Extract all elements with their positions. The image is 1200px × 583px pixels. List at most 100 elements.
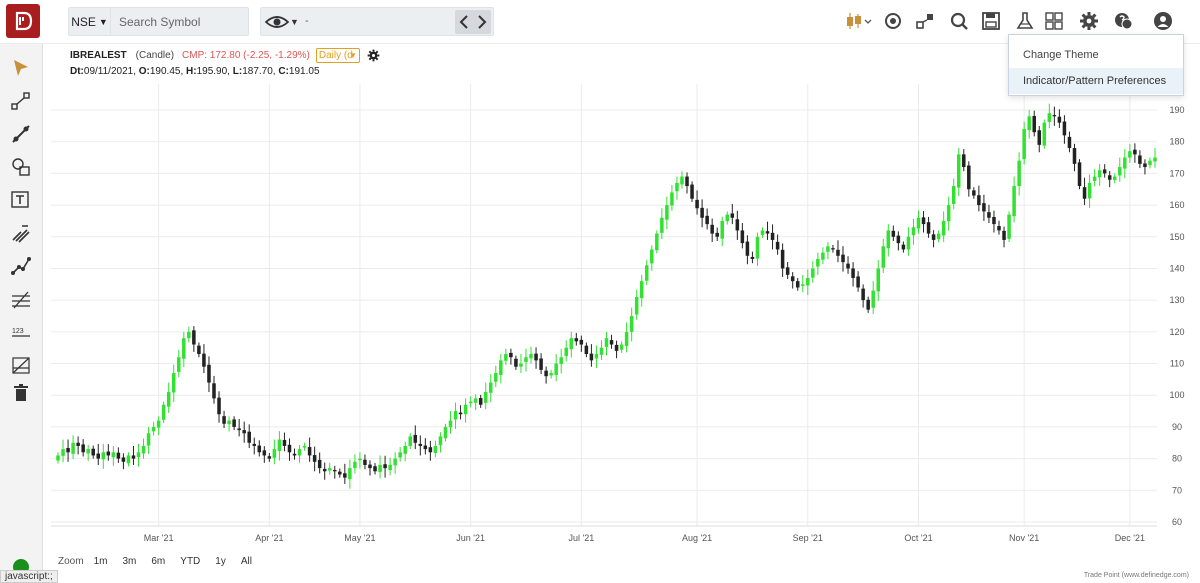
y-tick-label: 110	[1170, 359, 1184, 369]
candle-body	[519, 363, 523, 367]
candle-body	[941, 220, 946, 236]
zoom-3m-button[interactable]: 3m	[122, 556, 137, 567]
candle-body	[871, 290, 875, 308]
trendline-tool[interactable]	[9, 122, 33, 146]
cmp-label: CMP: 172.80 (-2.25, -1.29%)	[182, 49, 310, 61]
candle-body	[433, 445, 438, 454]
drawing-button[interactable]	[912, 8, 938, 34]
candle-body	[489, 382, 493, 393]
price-chart[interactable]: 60 70 80 90 100 110 120 130 140 150 160 170 180 190 Ma…	[43, 44, 1200, 583]
candle-body	[836, 249, 840, 256]
candle-body	[619, 344, 624, 350]
candle-body	[136, 452, 141, 458]
candle-body	[851, 268, 855, 278]
interval-select[interactable]: Daily (d ▼	[315, 47, 360, 63]
zoom-6m-button[interactable]: 6m	[151, 556, 166, 567]
watchlist-select[interactable]: ▼	[265, 12, 301, 32]
candle-body	[1037, 130, 1042, 145]
text-tool[interactable]	[9, 188, 33, 212]
candle-body	[720, 220, 724, 239]
scanner-button[interactable]	[946, 8, 972, 34]
candle-body	[534, 353, 538, 361]
chat-button[interactable]	[1110, 8, 1136, 34]
zoom-all-button[interactable]: All	[240, 556, 252, 567]
settings-button[interactable]	[1076, 8, 1102, 34]
candle-body	[202, 353, 206, 367]
brand-logo[interactable]	[6, 4, 40, 38]
zoom-1y-button[interactable]: 1y	[215, 556, 226, 567]
path-tool-icon	[11, 257, 31, 275]
user-button[interactable]	[1150, 8, 1176, 34]
candle-body	[755, 236, 760, 259]
candle-body	[916, 217, 921, 229]
candle-body	[312, 455, 317, 462]
candle-body	[393, 458, 397, 466]
candle-body	[413, 434, 418, 443]
candle-body	[141, 445, 146, 454]
line-tool[interactable]	[9, 89, 33, 113]
fib-tool[interactable]	[9, 353, 33, 377]
indicators-button[interactable]	[1012, 8, 1038, 34]
candle-body	[725, 214, 730, 222]
candle-body	[795, 281, 800, 288]
measure-tool[interactable]: 123	[9, 320, 33, 344]
candle-body	[967, 165, 971, 190]
candle-body	[685, 176, 689, 187]
search-symbol-input[interactable]	[111, 14, 241, 29]
pitchfork-tool[interactable]	[9, 221, 33, 245]
candle-body	[192, 330, 196, 345]
candle-body	[977, 195, 981, 206]
cursor-tool[interactable]	[9, 56, 33, 80]
chart-settings-button[interactable]	[367, 49, 380, 62]
candle-body	[182, 338, 186, 359]
interval-label: Daily (d	[318, 49, 353, 61]
eye-icon	[265, 16, 289, 28]
candle-body	[604, 338, 609, 347]
candle-body	[428, 447, 433, 453]
candle-body	[806, 277, 810, 286]
candle-body	[760, 230, 765, 235]
candle-body	[317, 459, 322, 469]
save-button[interactable]	[978, 8, 1004, 34]
candle-body	[770, 232, 775, 240]
candle-body	[1143, 163, 1147, 168]
menu-item-change-theme[interactable]: Change Theme	[1023, 49, 1099, 61]
shape-tool[interactable]	[9, 155, 33, 179]
candle-body	[383, 464, 387, 469]
delete-tool[interactable]	[9, 381, 33, 405]
chevron-right-icon[interactable]	[476, 15, 488, 29]
parallel-channel-tool[interactable]	[9, 287, 33, 311]
candle-body	[443, 426, 448, 439]
chart-area[interactable]: 60 70 80 90 100 110 120 130 140 150 160 170 180 190 Ma…	[43, 44, 1200, 583]
candle-body	[81, 444, 85, 453]
candle-body	[262, 450, 267, 456]
candle-body	[348, 468, 352, 480]
candle-body	[1153, 157, 1157, 162]
candle-body	[1072, 148, 1077, 164]
candle-body	[891, 230, 896, 237]
snapshot-button[interactable]	[880, 8, 906, 34]
menu-item-indicator-preferences[interactable]: Indicator/Pattern Preferences	[1009, 68, 1183, 94]
candle-body	[418, 443, 423, 446]
candle-body	[594, 354, 599, 359]
exchange-select[interactable]: NSE ▼	[69, 8, 111, 35]
drawing-icon	[916, 14, 933, 29]
layout-button[interactable]	[1041, 8, 1067, 34]
zoom-1m-button[interactable]: 1m	[93, 556, 108, 567]
zoom-ytd-button[interactable]: YTD	[180, 556, 201, 567]
chevron-left-icon[interactable]	[458, 15, 470, 29]
path-tool[interactable]	[9, 254, 33, 278]
chevron-down-icon: ▼	[348, 50, 357, 60]
candle-body	[946, 205, 951, 222]
candle-body	[992, 216, 996, 225]
candle-body	[1012, 186, 1016, 217]
candle-body	[1007, 214, 1011, 239]
candle-body	[282, 439, 287, 446]
h-label: H:	[186, 66, 197, 77]
candle-body	[705, 215, 709, 225]
x-tick-label: Jul '21	[568, 533, 594, 543]
y-tick-label: 100	[1169, 390, 1184, 400]
candle-body	[237, 428, 241, 431]
candle-type-button[interactable]	[842, 8, 874, 34]
candle-body	[1052, 115, 1057, 117]
